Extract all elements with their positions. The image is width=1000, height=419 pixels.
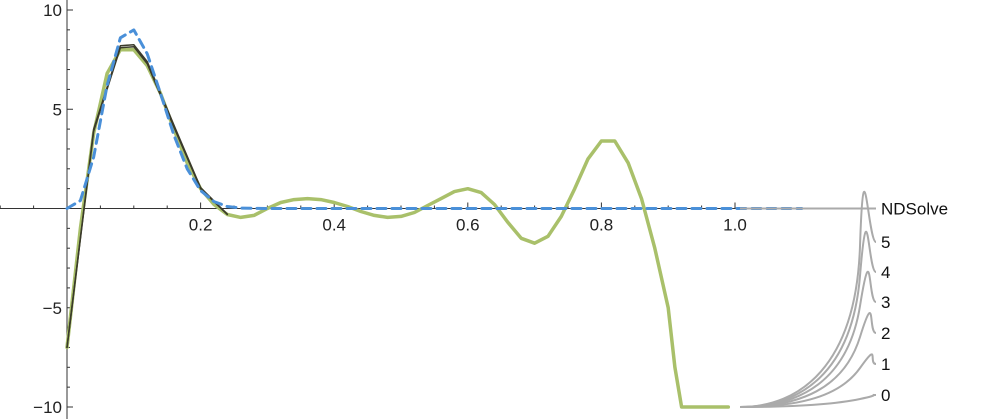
series-line-5: [65, 47, 731, 409]
legend-label-5: 5: [881, 233, 890, 252]
legend-label-ndsolve: NDSolve: [881, 200, 948, 219]
legend-curve-2: [739, 312, 877, 408]
legend-label-3: 3: [881, 293, 890, 312]
y-tick-label: 5: [53, 100, 62, 119]
x-tick-label: 0.2: [189, 216, 213, 235]
legend: NDSolve 5 4 3 2 1 0: [739, 191, 948, 408]
series-line-3: [66, 43, 229, 349]
x-tick-label: 0.4: [322, 216, 346, 235]
legend-curve-0: [739, 393, 877, 408]
legend-curve-1: [739, 353, 877, 408]
y-tick-label: −5: [43, 299, 62, 318]
legend-curve-3: [739, 271, 877, 408]
series-layer: [65, 28, 804, 409]
y-tick-label: −10: [33, 398, 62, 417]
legend-label-0: 0: [881, 386, 890, 405]
x-tick-label: 0.8: [590, 216, 614, 235]
x-tick-label: 0.6: [456, 216, 480, 235]
legend-label-2: 2: [881, 324, 890, 343]
y-tick-label: 10: [43, 1, 62, 20]
legend-label-4: 4: [881, 263, 890, 282]
series-line-4: [66, 45, 229, 349]
legend-label-1: 1: [881, 355, 890, 374]
x-tick-label: 1.0: [723, 216, 747, 235]
legend-curve-4: [739, 230, 877, 408]
legend-curve-5: [739, 191, 877, 408]
series-line-ndsolve: [65, 28, 804, 210]
